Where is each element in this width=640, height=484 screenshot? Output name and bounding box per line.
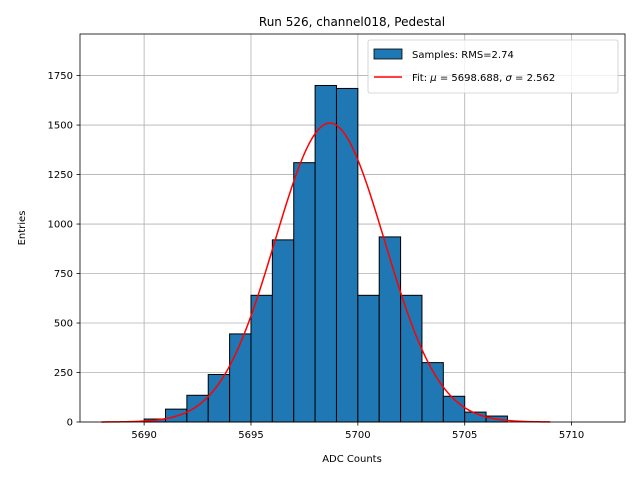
plot-frame — [79, 33, 626, 423]
x-tick-label: 5705 — [452, 430, 477, 441]
legend-fit-prefix: Fit: — [412, 73, 430, 84]
y-tick-label: 0 — [67, 418, 73, 429]
histogram-bar — [357, 294, 380, 423]
x-tick-label: 5695 — [238, 430, 263, 441]
y-tick-label: 250 — [54, 368, 73, 379]
y-tick-label: 750 — [54, 269, 73, 280]
legend-fit-label: Fit: μ = 5698.688, σ = 2.562 — [412, 73, 555, 84]
y-tick-label: 1500 — [48, 121, 73, 132]
y-tick-label: 1750 — [48, 71, 73, 82]
legend-samples-patch — [373, 48, 403, 60]
x-axis-label: ADC Counts — [322, 454, 382, 465]
histogram-bar — [293, 162, 316, 423]
y-tick-label: 1250 — [48, 170, 73, 181]
histogram-bar — [207, 373, 231, 423]
histogram-bar — [378, 236, 402, 423]
chart-title: Run 526, channel018, Pedestal — [259, 15, 445, 29]
gaussian-fit-curve — [101, 122, 551, 423]
histogram-bar — [229, 333, 252, 423]
legend-samples-label: Samples: RMS=2.74 — [412, 50, 514, 61]
x-tick-label: 5710 — [559, 430, 584, 441]
legend: Samples: RMS=2.74 Fit: μ = 5698.688, σ =… — [367, 39, 619, 94]
x-tick-label: 5700 — [345, 430, 370, 441]
x-tick-label: 5690 — [131, 430, 156, 441]
y-tick-label: 500 — [54, 319, 73, 330]
histogram-bar — [250, 294, 273, 423]
y-axis-label: Entries — [17, 211, 28, 246]
x-axis-ticks: 5690 5695 5700 5705 5710 — [131, 422, 584, 441]
histogram-bar — [271, 239, 295, 423]
y-tick-label: 1000 — [48, 220, 73, 231]
histogram-bars — [143, 84, 508, 423]
histogram-bar — [314, 84, 337, 423]
legend-fit-sigma: 2.562 — [527, 73, 556, 84]
legend-fit-mu: 5698.688 — [451, 73, 499, 84]
histogram-bar — [400, 294, 423, 423]
legend-box — [367, 39, 619, 94]
y-axis-ticks: 0 250 500 750 1000 1250 1500 1750 — [48, 71, 80, 429]
